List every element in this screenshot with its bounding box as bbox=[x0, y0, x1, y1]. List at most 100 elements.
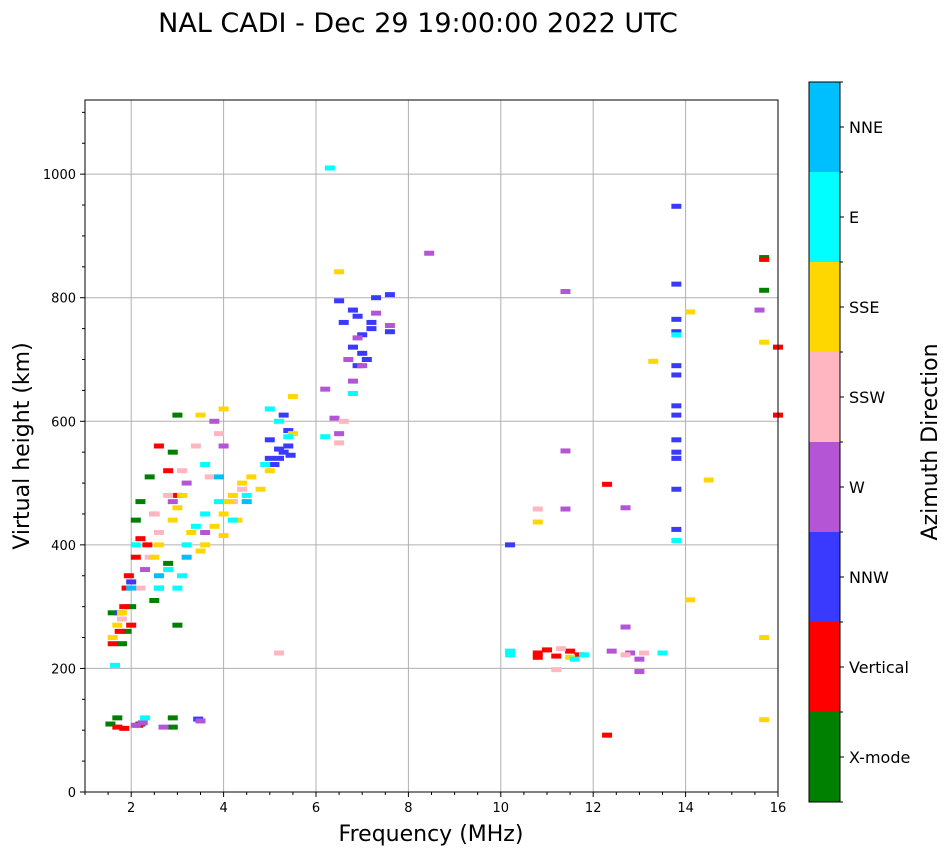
series-w bbox=[130, 250, 765, 730]
x-axis-ticks: 2 4 6 8 10 12 14 16 bbox=[84, 792, 787, 816]
data-point bbox=[218, 406, 229, 412]
data-point bbox=[274, 455, 285, 461]
data-point bbox=[334, 440, 345, 446]
data-point bbox=[269, 462, 280, 468]
data-point bbox=[685, 597, 696, 603]
data-point bbox=[142, 542, 153, 548]
data-point bbox=[153, 542, 164, 548]
data-point bbox=[167, 715, 178, 721]
data-point bbox=[648, 358, 659, 364]
data-point bbox=[759, 256, 770, 262]
x-tick-label: 6 bbox=[312, 801, 320, 816]
data-point bbox=[357, 350, 368, 356]
data-point bbox=[338, 418, 349, 424]
data-point bbox=[620, 505, 631, 511]
data-point bbox=[260, 462, 271, 468]
data-point bbox=[274, 650, 285, 656]
data-point bbox=[241, 499, 252, 505]
data-point bbox=[172, 505, 183, 511]
data-point bbox=[671, 538, 682, 544]
y-tick-label: 200 bbox=[51, 662, 76, 677]
data-point bbox=[209, 523, 220, 529]
data-point bbox=[190, 523, 201, 529]
data-point bbox=[361, 357, 372, 362]
data-point bbox=[542, 647, 552, 653]
colorbar-segment bbox=[809, 442, 840, 532]
data-point bbox=[130, 542, 141, 548]
data-point bbox=[107, 635, 118, 641]
data-point bbox=[137, 720, 148, 726]
data-point bbox=[759, 635, 770, 641]
data-point bbox=[126, 622, 137, 628]
data-point bbox=[685, 309, 696, 315]
data-point bbox=[283, 428, 294, 434]
colorbar-frame bbox=[808, 81, 841, 803]
x-tick-label: 16 bbox=[770, 801, 787, 816]
data-point bbox=[352, 313, 363, 319]
colorbar-tick-label: SSW bbox=[849, 388, 885, 407]
data-point bbox=[135, 499, 146, 505]
data-point bbox=[324, 165, 335, 171]
colorbar-segment bbox=[809, 352, 840, 442]
colorbar-tick-label: E bbox=[849, 208, 859, 227]
data-point bbox=[135, 536, 146, 542]
data-point bbox=[130, 517, 141, 523]
data-point bbox=[671, 486, 682, 492]
colorbar-segment bbox=[809, 622, 840, 712]
data-point bbox=[204, 474, 215, 480]
colorbar-tick-label: W bbox=[849, 478, 865, 497]
data-point bbox=[555, 646, 566, 652]
data-point bbox=[278, 449, 289, 455]
data-point bbox=[172, 585, 183, 591]
y-tick-label: 1000 bbox=[43, 168, 76, 183]
plot-area: 2 4 6 8 10 12 14 16 0 200 400 600 800 1000 bbox=[43, 99, 787, 816]
data-point bbox=[671, 372, 682, 378]
data-point bbox=[167, 724, 178, 730]
data-point bbox=[190, 443, 201, 449]
data-point bbox=[213, 431, 224, 437]
data-point bbox=[634, 669, 645, 675]
data-point bbox=[560, 289, 571, 295]
chart-title: NAL CADI - Dec 29 19:00:00 2022 UTC bbox=[158, 8, 678, 39]
data-point bbox=[371, 310, 382, 316]
data-point bbox=[149, 554, 160, 560]
data-point bbox=[347, 378, 358, 384]
data-point bbox=[287, 431, 298, 437]
data-point bbox=[163, 567, 174, 573]
data-point bbox=[112, 724, 123, 730]
data-point bbox=[357, 363, 368, 369]
y-tick-label: 800 bbox=[51, 292, 76, 307]
data-point bbox=[754, 307, 765, 313]
data-point bbox=[371, 295, 382, 301]
data-point bbox=[227, 517, 238, 523]
data-point bbox=[384, 323, 395, 329]
data-point bbox=[105, 721, 116, 727]
data-point bbox=[223, 499, 234, 505]
data-point bbox=[671, 332, 682, 338]
data-point bbox=[246, 474, 257, 480]
colorbar-segment bbox=[809, 262, 840, 352]
data-point bbox=[671, 403, 682, 409]
data-point bbox=[357, 332, 368, 338]
data-point bbox=[334, 298, 345, 304]
data-point bbox=[560, 506, 571, 512]
data-point bbox=[119, 604, 130, 610]
x-tick-label: 8 bbox=[404, 801, 412, 816]
colorbar-label: Azimuth Direction bbox=[918, 343, 943, 540]
data-point bbox=[671, 203, 682, 209]
data-point bbox=[218, 443, 229, 449]
data-point bbox=[153, 573, 164, 579]
data-point bbox=[343, 357, 354, 362]
data-point bbox=[620, 624, 631, 630]
data-point bbox=[200, 530, 211, 535]
data-point bbox=[107, 610, 118, 616]
data-point bbox=[177, 468, 188, 474]
data-point bbox=[384, 329, 395, 335]
data-point bbox=[167, 449, 178, 455]
data-point bbox=[119, 725, 130, 731]
data-point bbox=[320, 434, 331, 440]
data-point bbox=[671, 363, 682, 369]
data-point bbox=[144, 474, 155, 480]
data-point bbox=[181, 554, 192, 560]
data-point bbox=[264, 455, 275, 461]
